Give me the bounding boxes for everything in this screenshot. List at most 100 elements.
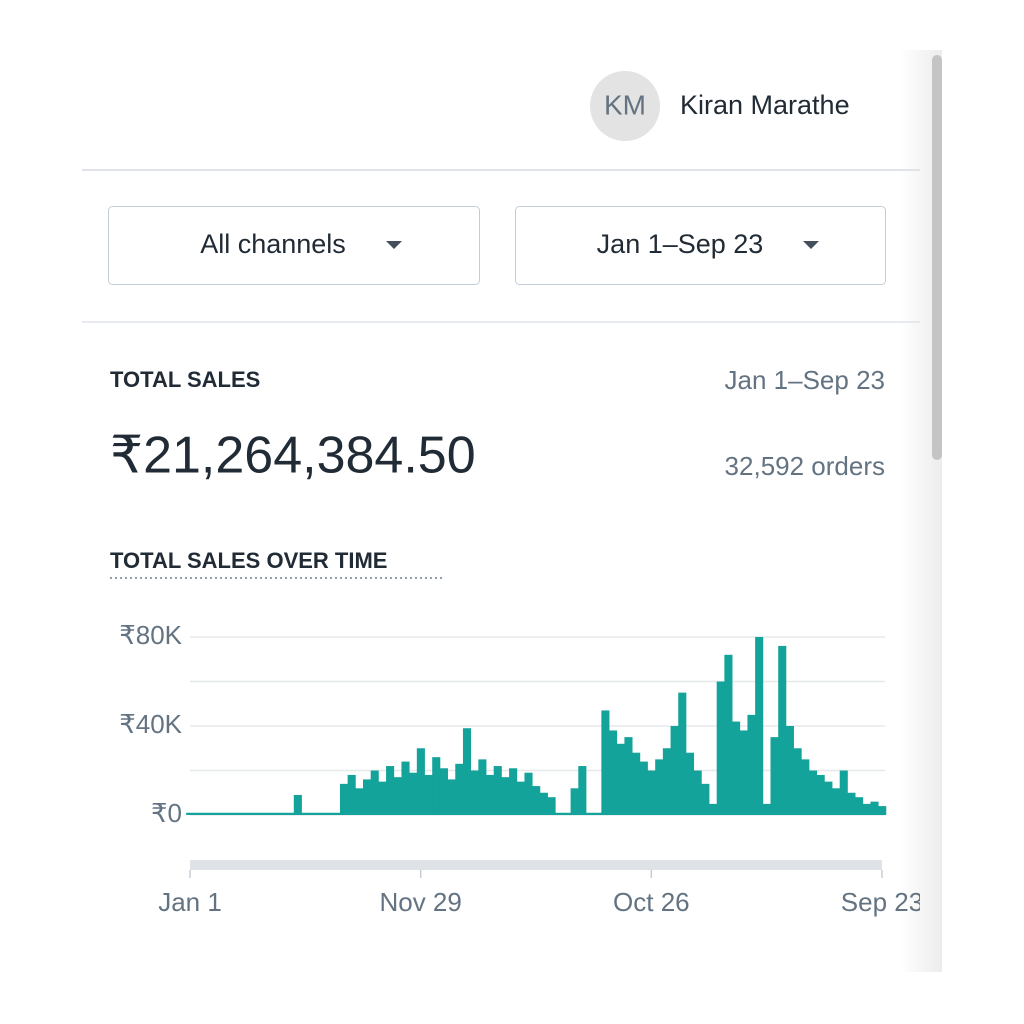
bar — [232, 812, 241, 815]
bar — [816, 774, 825, 815]
bar — [424, 774, 433, 815]
total-sales: ₹21,264,384.50 — [110, 427, 476, 485]
avatar[interactable] — [590, 71, 660, 141]
bar — [524, 772, 533, 815]
chart-title[interactable]: TOTAL SALES OVER TIME — [110, 548, 387, 573]
bar — [793, 748, 802, 815]
bar — [355, 788, 364, 815]
bar — [755, 637, 764, 815]
order-count: 32,592 orders — [725, 451, 885, 481]
bar — [808, 770, 818, 815]
bar — [670, 726, 679, 815]
bar — [532, 786, 541, 815]
bar — [616, 743, 625, 815]
y-tick-label: ₹80K — [119, 620, 182, 650]
bar — [832, 788, 841, 815]
bar — [247, 812, 256, 815]
bar — [785, 726, 794, 815]
bar — [593, 812, 602, 815]
bar — [709, 803, 718, 815]
bar — [716, 681, 725, 815]
bar — [432, 757, 441, 815]
bar — [486, 774, 495, 815]
bar — [870, 801, 879, 815]
bar — [655, 759, 664, 815]
bar — [324, 812, 333, 815]
bar — [862, 803, 871, 815]
bar — [309, 812, 318, 815]
bar — [301, 812, 310, 815]
bar — [624, 737, 633, 815]
bar — [693, 770, 702, 815]
bar — [878, 806, 887, 815]
bar — [363, 779, 372, 815]
bar — [462, 728, 472, 815]
bar — [609, 730, 618, 815]
bar — [263, 812, 272, 815]
dropdown-caret — [803, 241, 819, 249]
channel-select-label: All channels — [200, 229, 346, 259]
x-tick-label: Nov 29 — [379, 887, 461, 917]
summary-label: TOTAL SALES — [110, 367, 260, 392]
bar — [201, 812, 210, 815]
bar — [386, 766, 395, 815]
bar — [439, 768, 448, 815]
x-tick-label: Jan 1 — [158, 887, 222, 917]
y-tick-label: ₹0 — [151, 798, 182, 828]
bar — [339, 783, 349, 815]
bar — [855, 797, 864, 815]
bar — [239, 812, 249, 815]
chart-range-bar[interactable] — [190, 860, 882, 870]
bar — [409, 772, 418, 815]
y-tick-label: ₹40K — [119, 709, 182, 739]
date-select[interactable] — [515, 206, 886, 285]
bar — [801, 759, 810, 815]
avatar-initials: KM — [604, 89, 646, 120]
bar — [393, 777, 402, 815]
bar — [778, 645, 787, 815]
bar — [632, 752, 641, 815]
bar — [447, 779, 456, 815]
bar — [501, 777, 510, 815]
channel-select[interactable] — [108, 206, 480, 285]
bar — [493, 766, 502, 815]
bar — [547, 797, 556, 815]
bar — [647, 770, 656, 815]
bar — [216, 812, 225, 815]
bar — [747, 714, 756, 815]
bar — [839, 770, 848, 815]
bar — [732, 721, 741, 815]
bar — [724, 654, 733, 815]
bar — [186, 812, 195, 815]
bar — [347, 774, 356, 815]
bar — [209, 812, 218, 815]
bar — [255, 812, 264, 815]
bar — [316, 812, 325, 815]
scrollbar-thumb[interactable] — [932, 55, 942, 460]
user-name[interactable]: Kiran Marathe — [680, 90, 850, 120]
bar — [509, 768, 518, 815]
bar — [601, 710, 610, 815]
x-tick-label: Sep 23 — [841, 887, 923, 917]
bar — [470, 770, 479, 815]
bar — [224, 812, 233, 815]
date-select-label: Jan 1–Sep 23 — [597, 229, 764, 259]
panel: KM Kiran Marathe All channels Jan 1–Sep … — [82, 71, 923, 917]
bar — [562, 812, 571, 815]
bar — [570, 788, 579, 815]
bar — [286, 812, 295, 815]
bar — [278, 812, 287, 815]
bar — [478, 759, 487, 815]
bar — [401, 761, 410, 815]
bar — [378, 781, 387, 815]
bar — [585, 812, 595, 815]
dropdown-caret — [386, 241, 402, 249]
bar — [193, 812, 202, 815]
bar — [662, 748, 671, 815]
bar — [678, 692, 687, 815]
bar — [578, 766, 587, 815]
bar — [639, 761, 648, 815]
bar — [770, 737, 779, 815]
